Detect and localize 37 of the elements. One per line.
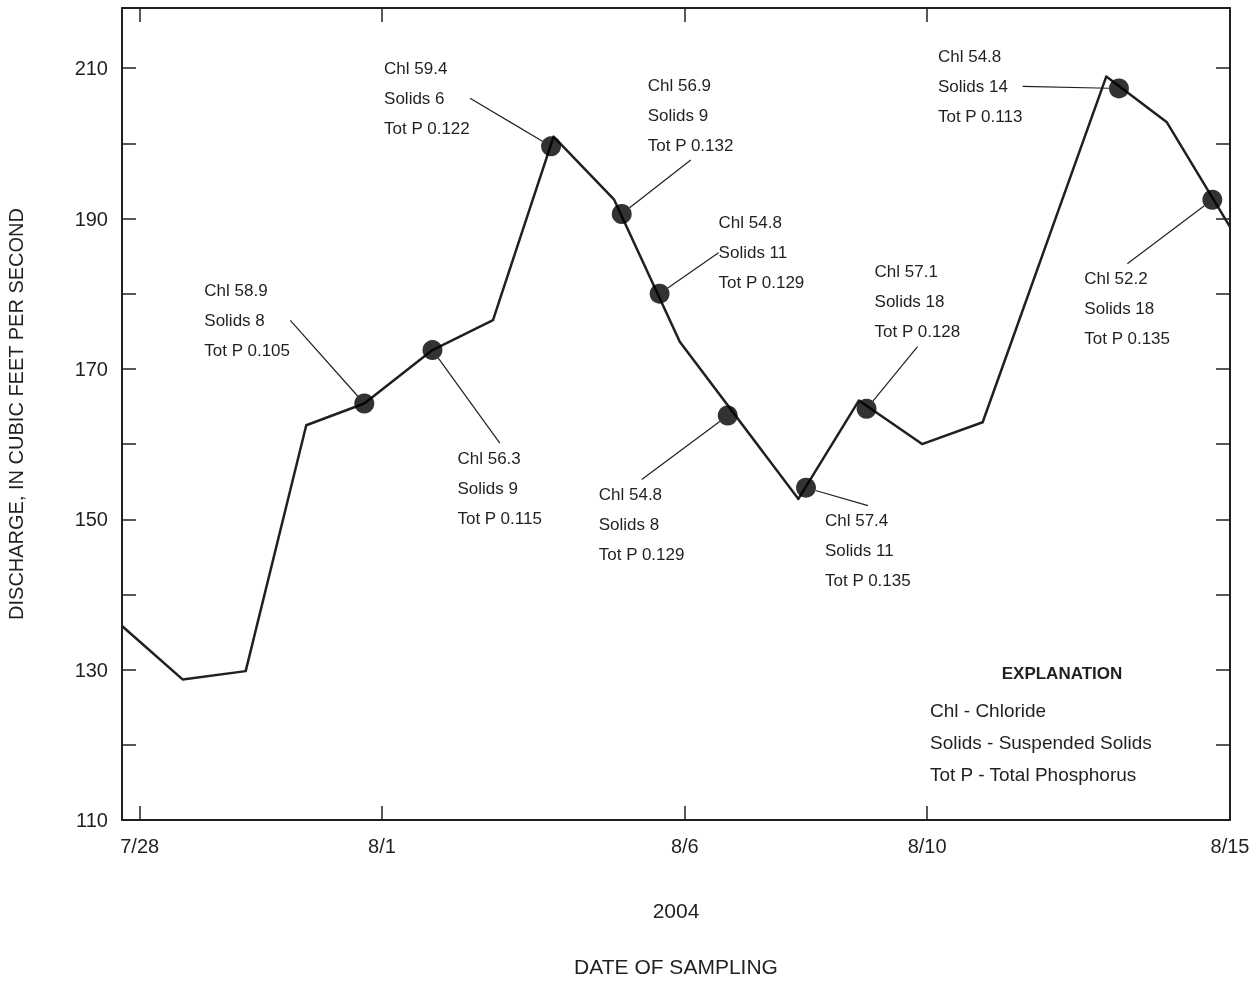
data-label: Chl 58.9 Solids 8 Tot P 0.105 bbox=[204, 280, 290, 360]
data-label: Chl 59.4 Solids 6 Tot P 0.122 bbox=[384, 58, 470, 138]
data-label: Chl 57.1 Solids 18 Tot P 0.128 bbox=[874, 262, 961, 342]
data-label: Chl 56.3 Solids 9 Tot P 0.115 bbox=[457, 448, 542, 528]
x-tick-label: 8/6 bbox=[670, 835, 699, 857]
point bbox=[541, 136, 562, 157]
data-label: Chl 57.4 Solids 11 Tot P 0.135 bbox=[824, 511, 911, 591]
y-axis-title: DISCHARGE, IN CUBIC FEET PER SECOND bbox=[5, 208, 27, 620]
y-tick-label: 190 bbox=[74, 207, 108, 230]
y-tick-label: 170 bbox=[74, 357, 108, 380]
data-label: Chl 52.2 Solids 18 Tot P 0.135 bbox=[1084, 269, 1171, 349]
point bbox=[354, 393, 375, 414]
point bbox=[796, 477, 816, 498]
point bbox=[856, 398, 877, 419]
y-tick-label: 130 bbox=[74, 658, 108, 681]
x-tick-label: 7/28 bbox=[120, 835, 160, 857]
point bbox=[422, 340, 443, 361]
annotation: Solids - Suspended Solids bbox=[930, 731, 1152, 753]
data-label: Chl 54.8 Solids 8 Tot P 0.129 bbox=[598, 485, 685, 564]
data-label: Chl 54.8 Solids 14 Tot P 0.113 bbox=[937, 46, 1023, 126]
point bbox=[1202, 189, 1223, 210]
x-tick-label: 8/10 bbox=[907, 835, 947, 857]
point bbox=[1108, 78, 1129, 99]
data-label: Chl 54.8 Solids 11 Tot P 0.129 bbox=[718, 213, 805, 293]
annotation: Tot P - Total Phosphorus bbox=[930, 763, 1137, 785]
point bbox=[717, 405, 738, 426]
y-tick-label: 210 bbox=[74, 57, 108, 80]
text: 2004 DATE OF SAMPLING bbox=[574, 898, 778, 978]
point bbox=[649, 283, 670, 304]
annotation: EXPLANATION bbox=[1001, 663, 1123, 683]
x-tick-label: 8/15 bbox=[1210, 835, 1250, 857]
y-tick-label: 150 bbox=[74, 508, 108, 531]
point bbox=[611, 204, 632, 224]
x-tick-label: 8/1 bbox=[368, 835, 396, 857]
data-label: Chl 56.9 Solids 9 Tot P 0.132 bbox=[647, 75, 734, 155]
annotation: Chl - Chloride bbox=[930, 699, 1047, 721]
y-tick-label: 110 bbox=[76, 809, 108, 831]
